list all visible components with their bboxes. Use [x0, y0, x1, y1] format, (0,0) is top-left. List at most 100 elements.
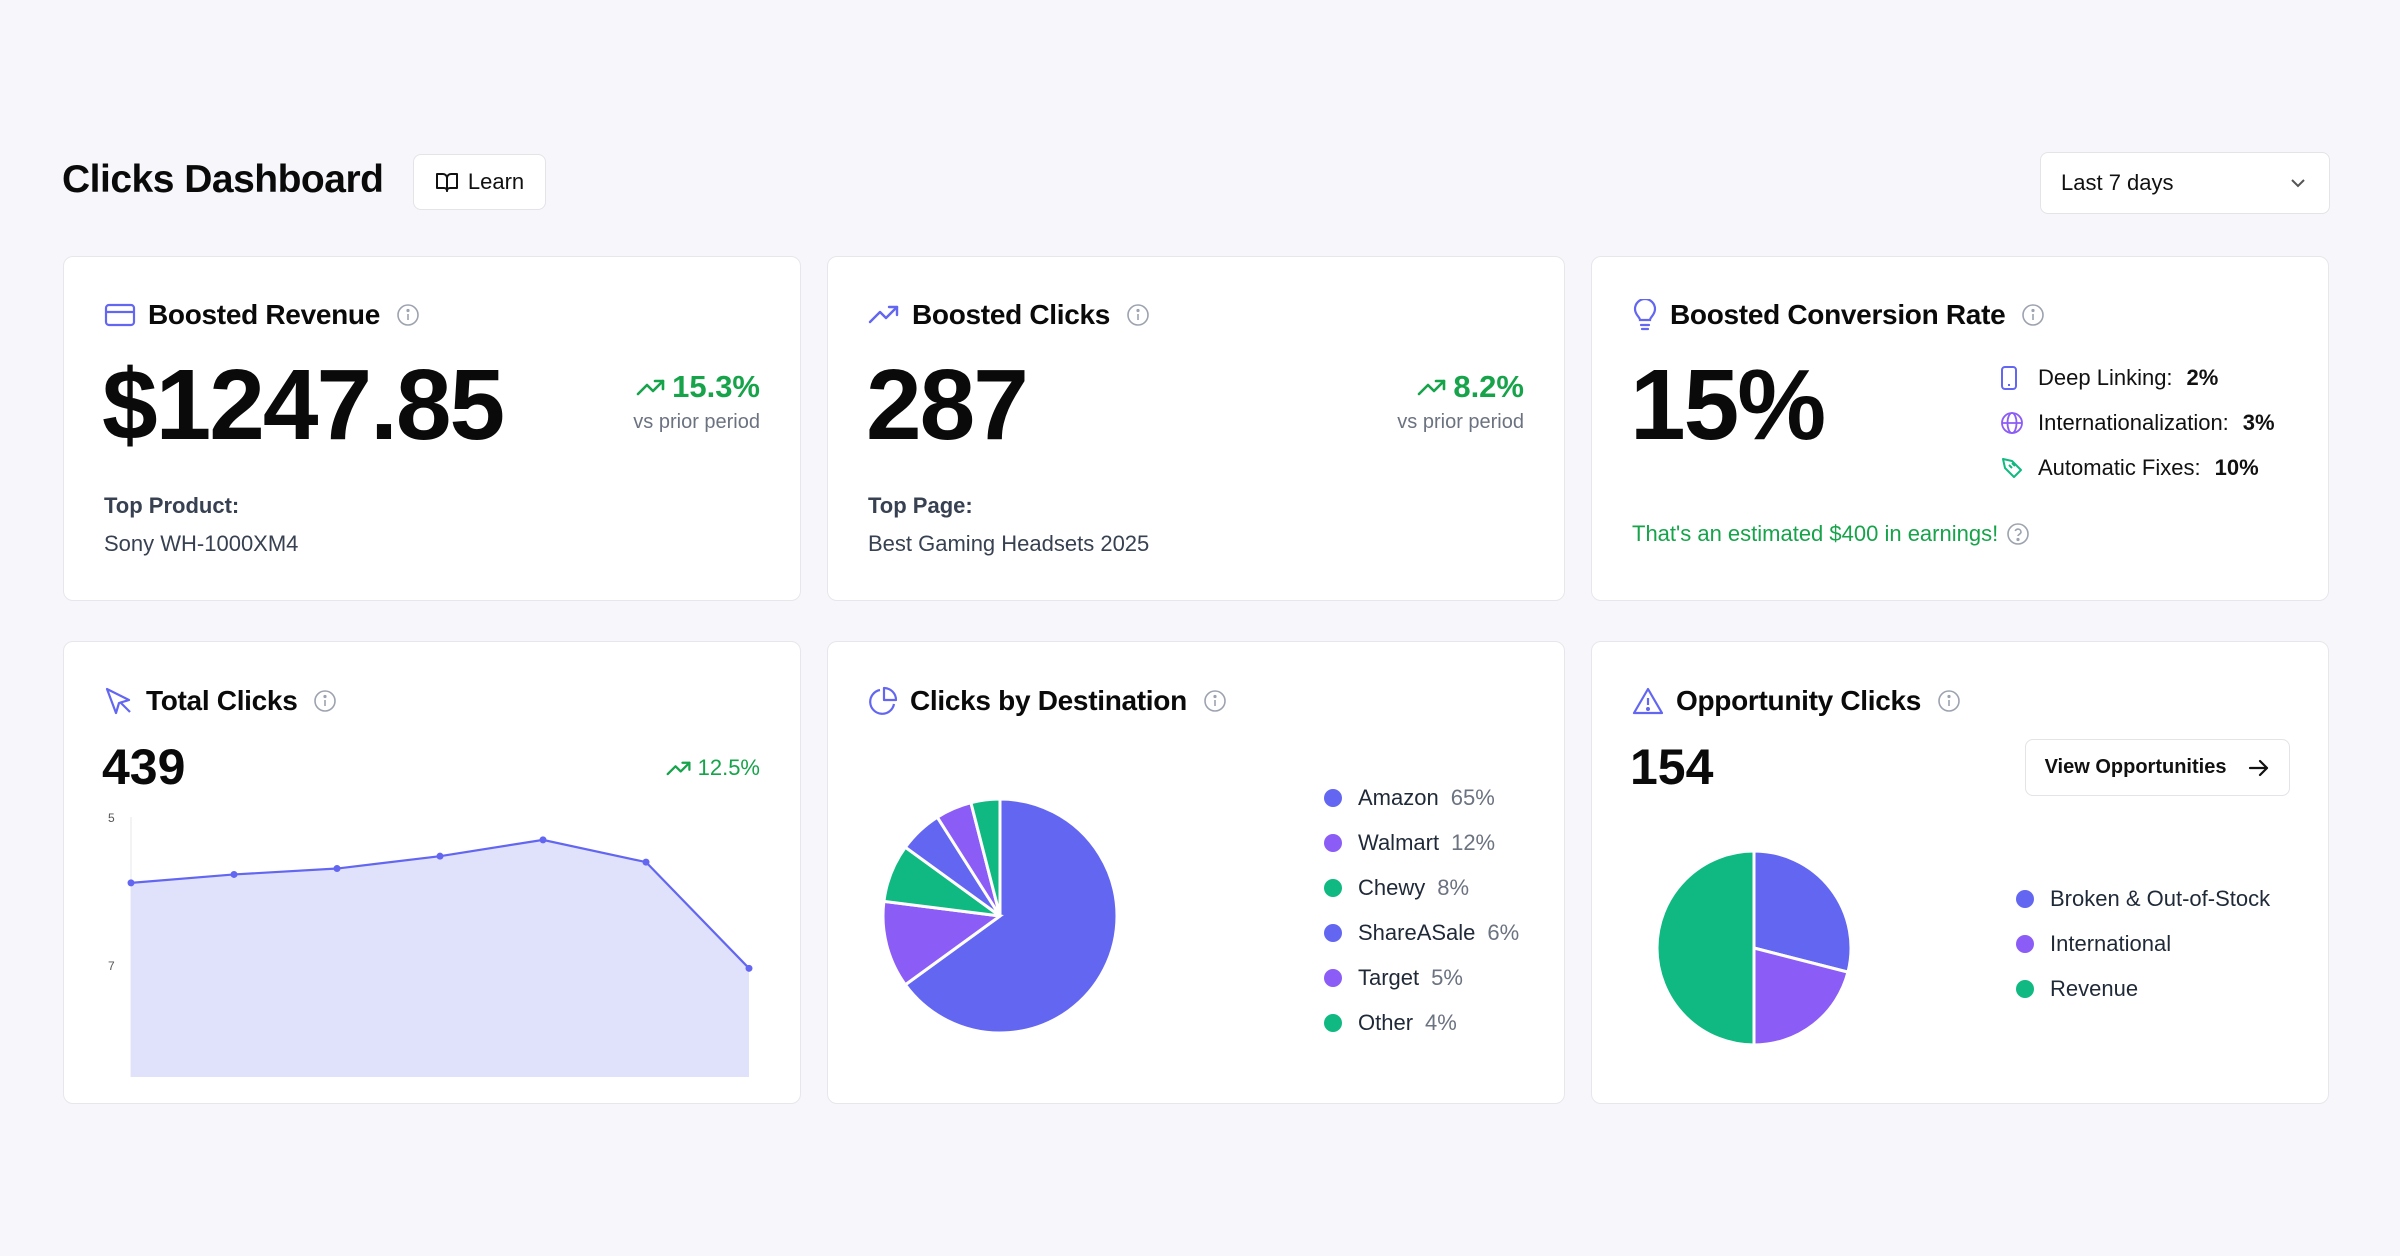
learn-button[interactable]: Learn: [413, 154, 546, 210]
legend-swatch: [1324, 1013, 1342, 1032]
legend-label: Chewy: [1358, 874, 1426, 900]
legend-swatch: [2016, 934, 2034, 953]
legend-item: ShareASale 6%: [1324, 910, 1519, 955]
card-title: Total Clicks: [146, 685, 298, 716]
lightbulb-icon: [1633, 299, 1657, 331]
card-title: Clicks by Destination: [910, 685, 1187, 716]
total-clicks-area-chart: 57: [108, 812, 753, 1077]
conversion-item: Automatic Fixes: 10%: [2000, 445, 2275, 490]
boosted-clicks-card: Boosted Clicks 287 8.2% vs prior period …: [827, 256, 1565, 601]
legend-item: Broken & Out-of-Stock: [2016, 876, 2270, 921]
info-icon[interactable]: [1126, 303, 1150, 327]
card-title: Boosted Clicks: [912, 299, 1111, 330]
cursor-icon: [105, 687, 131, 715]
revenue-value: $1247.85: [102, 349, 505, 461]
legend-item: Other 4%: [1324, 1000, 1519, 1045]
conversion-breakdown: Deep Linking: 2% Internationalization: 3…: [2000, 355, 2275, 490]
opportunity-value: 154: [1630, 739, 1714, 795]
legend-label: Target: [1358, 964, 1420, 990]
conversion-item-value: 2%: [2186, 364, 2219, 390]
trending-up-icon: [636, 379, 665, 396]
revenue-trend: 15.3% vs prior period: [633, 369, 760, 434]
earnings-note: That's an estimated $400 in earnings!: [1632, 521, 2030, 547]
trend-value: 15.3%: [672, 369, 760, 404]
info-icon[interactable]: [2021, 303, 2045, 327]
pie-chart-icon: [869, 686, 898, 715]
legend-label: Walmart: [1358, 829, 1440, 855]
pie-slice: [903, 797, 1119, 1035]
bandage-icon: [2000, 456, 2024, 480]
legend-swatch: [2016, 979, 2034, 998]
total-clicks-value: 439: [102, 739, 186, 795]
legend-item: Amazon 65%: [1324, 775, 1519, 820]
conversion-item: Internationalization: 3%: [2000, 400, 2275, 445]
help-icon[interactable]: [2006, 522, 2030, 546]
conversion-item-label: Internationalization:: [2038, 409, 2229, 435]
card-title: Opportunity Clicks: [1676, 685, 1922, 716]
info-icon[interactable]: [1937, 689, 1961, 713]
data-point: [333, 865, 341, 873]
boosted-conversion-card: Boosted Conversion Rate 15% Deep Linking…: [1591, 256, 2329, 601]
opportunity-clicks-card: Opportunity Clicks 154 View Opportunitie…: [1591, 641, 2329, 1104]
legend-label: Revenue: [2050, 975, 2139, 1001]
legend-value: 8%: [1437, 874, 1470, 900]
page-title: Clicks Dashboard: [62, 158, 384, 201]
legend-label: ShareASale: [1358, 919, 1476, 945]
top-product-value: Sony WH-1000XM4: [104, 531, 299, 556]
info-icon[interactable]: [396, 303, 420, 327]
y-tick-label: 5: [108, 812, 115, 825]
data-point: [230, 870, 238, 878]
top-page-value: Best Gaming Headsets 2025: [868, 531, 1150, 556]
date-range-select[interactable]: Last 7 days: [2040, 152, 2330, 214]
legend-item: Revenue: [2016, 966, 2270, 1011]
top-page-label: Top Page:: [868, 493, 973, 518]
trend-value: 12.5%: [697, 755, 760, 780]
total-clicks-trend: 12.5%: [666, 755, 760, 781]
book-icon: [435, 173, 458, 192]
legend-label: Amazon: [1358, 784, 1439, 810]
trend-subtext: vs prior period: [1397, 411, 1524, 433]
legend-label: Other: [1358, 1009, 1414, 1035]
conversion-item: Deep Linking: 2%: [2000, 355, 2275, 400]
legend-label: International: [2050, 930, 2172, 956]
clicks-value: 287: [866, 349, 1029, 461]
credit-card-icon: [104, 303, 136, 327]
legend-value: 12%: [1451, 829, 1496, 855]
warning-icon: [1632, 687, 1664, 715]
opportunity-legend: Broken & Out-of-Stock International Revenu…: [2016, 876, 2270, 1011]
legend-label: Broken & Out-of-Stock: [2050, 885, 2271, 911]
destination-pie-chart: [881, 797, 1119, 1035]
view-opportunities-button[interactable]: View Opportunities: [2025, 739, 2290, 796]
card-title: Boosted Conversion Rate: [1670, 299, 2006, 330]
pie-slice: [1752, 946, 1850, 1047]
trending-up-icon: [868, 305, 899, 324]
pie-slice: [881, 899, 1004, 987]
learn-button-label: Learn: [467, 169, 525, 194]
trend-value: 8.2%: [1453, 369, 1524, 404]
earnings-text: That's an estimated $400 in earnings!: [1632, 521, 1999, 546]
globe-icon: [2000, 411, 2024, 435]
legend-swatch: [1324, 788, 1342, 807]
boosted-revenue-card: Boosted Revenue $1247.85 15.3% vs prior …: [63, 256, 801, 601]
legend-item: Chewy 8%: [1324, 865, 1519, 910]
legend-value: 65%: [1450, 784, 1495, 810]
y-tick-label: 7: [108, 959, 115, 973]
clicks-by-destination-card: Clicks by Destination Amazon 65% Walmart 12…: [827, 641, 1565, 1104]
opportunity-pie-chart: [1655, 849, 1853, 1047]
arrow-right-icon: [2249, 759, 2269, 776]
legend-swatch: [1324, 833, 1342, 852]
data-point: [745, 964, 753, 972]
legend-value: 6%: [1487, 919, 1520, 945]
legend-swatch: [1324, 968, 1342, 987]
clicks-trend: 8.2% vs prior period: [1397, 369, 1524, 434]
info-icon[interactable]: [313, 689, 337, 713]
area-fill: [131, 839, 749, 1077]
info-icon[interactable]: [1203, 689, 1227, 713]
conversion-value: 15%: [1630, 349, 1826, 461]
data-point: [539, 836, 547, 844]
conversion-item-label: Automatic Fixes:: [2038, 454, 2201, 480]
conversion-item-value: 10%: [2214, 454, 2259, 480]
legend-swatch: [2016, 889, 2034, 908]
legend-value: 5%: [1431, 964, 1463, 990]
pie-slice: [969, 797, 1002, 917]
